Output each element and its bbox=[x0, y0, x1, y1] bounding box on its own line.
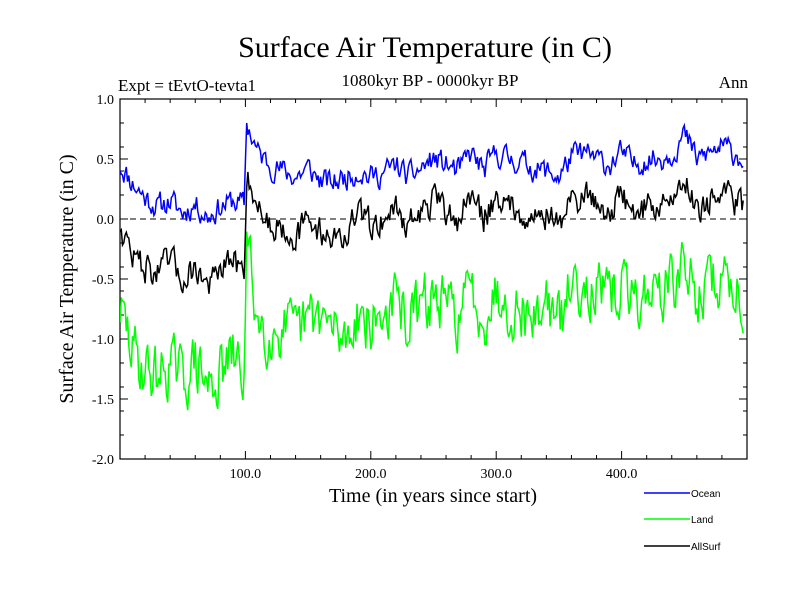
experiment-label: Expt = tEvtO-tevta1 bbox=[118, 76, 256, 95]
legend-label-ocean: Ocean bbox=[691, 489, 720, 500]
y-tick-label: -1.0 bbox=[92, 333, 114, 348]
plot-area: 1.0 0.5 0.0 -0.5 -1.0 -1.5 -2.0 100.0 200.0 300.0… bbox=[92, 93, 748, 482]
season-label: Ann bbox=[719, 73, 749, 92]
y-tick-label: 0.0 bbox=[97, 213, 115, 228]
y-tick-label: 1.0 bbox=[97, 93, 115, 108]
x-tick-label: 200.0 bbox=[355, 467, 387, 482]
y-tick-label: -1.5 bbox=[92, 393, 114, 408]
series-line-land bbox=[120, 231, 744, 411]
x-tick-label: 400.0 bbox=[606, 467, 638, 482]
y-tick-label: 0.5 bbox=[97, 153, 115, 168]
chart-title: Surface Air Temperature (in C) bbox=[238, 31, 612, 64]
series-line-ocean bbox=[120, 122, 744, 225]
legend-label-land: Land bbox=[691, 515, 713, 526]
y-tick-label: -0.5 bbox=[92, 273, 114, 288]
period-label: 1080kyr BP - 0000kyr BP bbox=[342, 71, 519, 90]
legend-label-allsurf: AllSurf bbox=[691, 542, 721, 553]
x-axis-label: Time (in years since start) bbox=[329, 485, 537, 507]
y-tick-label: -2.0 bbox=[92, 453, 114, 468]
y-axis-label: Surface Air Temperature (in C) bbox=[56, 154, 78, 403]
x-tick-label: 300.0 bbox=[480, 467, 512, 482]
series-line-allsurf bbox=[120, 171, 744, 294]
legend: Ocean Land AllSurf bbox=[644, 489, 721, 553]
x-tick-label: 100.0 bbox=[230, 467, 262, 482]
